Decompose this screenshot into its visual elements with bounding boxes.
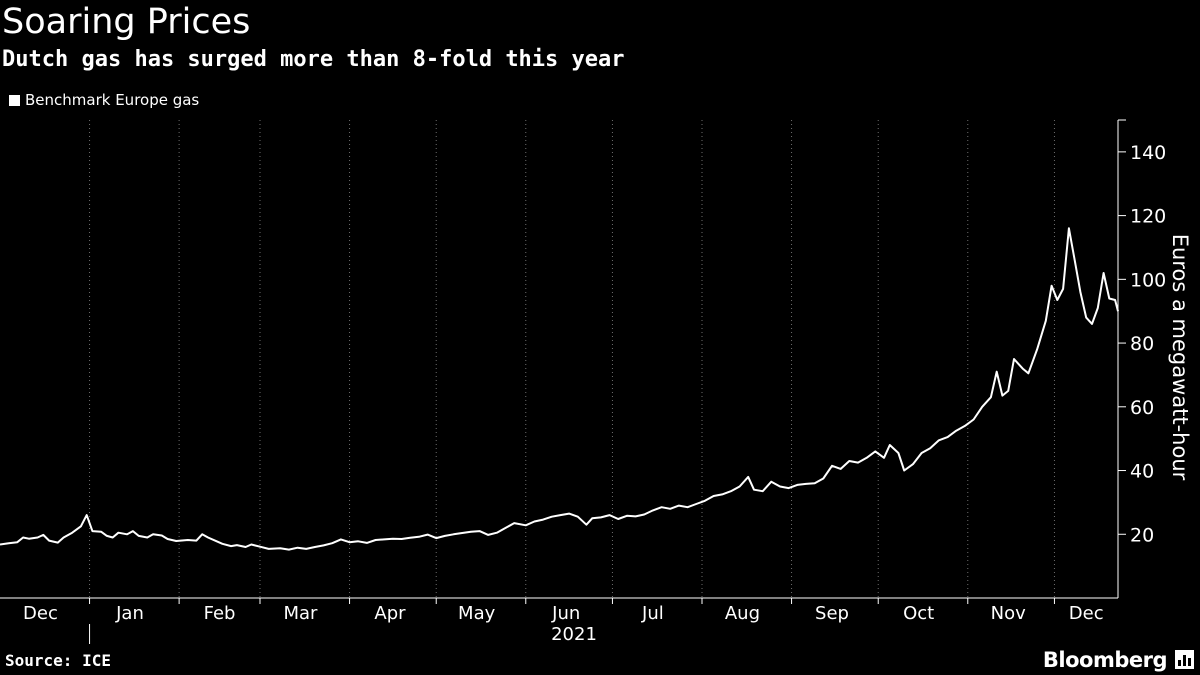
y-tick-label: 140: [1130, 142, 1166, 164]
x-tick-label: Jan: [115, 603, 144, 624]
chart-title: Soaring Prices: [2, 2, 251, 42]
y-tick-label: 20: [1130, 524, 1154, 546]
y-tick-label: 80: [1130, 333, 1154, 355]
y-tick-label: 120: [1130, 206, 1166, 228]
x-tick-label: Jul: [641, 603, 664, 624]
x-tick-label: Oct: [903, 603, 934, 624]
y-tick-label: 100: [1130, 269, 1166, 291]
y-tick-label: 60: [1130, 397, 1154, 419]
y-tick-label: 40: [1130, 461, 1154, 483]
x-tick-label: Dec: [23, 603, 58, 624]
x-tick-label: Feb: [204, 603, 236, 624]
source-note: Source: ICE: [5, 651, 111, 670]
legend-label: Benchmark Europe gas: [25, 91, 200, 109]
chart-subtitle: Dutch gas has surged more than 8-fold th…: [2, 47, 625, 72]
x-tick-label: Mar: [283, 603, 318, 624]
x-tick-label: Nov: [991, 603, 1026, 624]
x-tick-label: May: [458, 603, 496, 624]
x-tick-label: Jun: [551, 603, 580, 624]
series-line: [0, 227, 1119, 551]
x-axis-label: 2021: [551, 624, 597, 645]
x-tick-label: Apr: [374, 603, 406, 624]
x-tick-label: Sep: [815, 603, 849, 624]
x-tick-label: Dec: [1069, 603, 1104, 624]
x-tick-label: Aug: [725, 603, 760, 624]
bloomberg-chart-icon: [1175, 650, 1194, 669]
legend-swatch: [9, 94, 20, 106]
y-axis-label: Euros a megawatt-hour: [1168, 234, 1192, 481]
legend: Benchmark Europe gas: [9, 90, 199, 110]
brand-logo: Bloomberg: [1042, 648, 1168, 672]
